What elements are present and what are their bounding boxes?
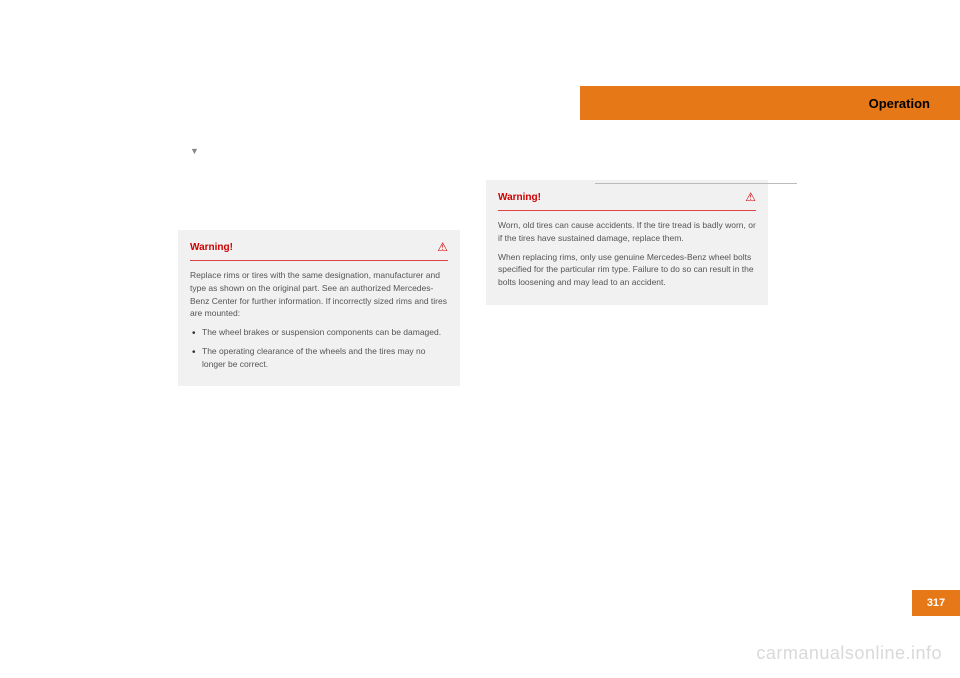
warning-title: Warning! <box>498 192 541 203</box>
warning-icon: ⚠ <box>437 240 448 254</box>
watermark-text: carmanualsonline.info <box>756 643 942 664</box>
warning-bullet: The wheel brakes or suspension component… <box>190 326 448 339</box>
section-title: Operation <box>869 96 930 111</box>
divider-line <box>595 183 797 184</box>
warning-paragraph: When replacing rims, only use genuine Me… <box>498 251 756 289</box>
manual-page: Operation ▼ Warning! ⚠ Replace rims or t… <box>0 0 960 678</box>
warning-bullet-list: The wheel brakes or suspension component… <box>190 326 448 370</box>
page-number-badge: 317 <box>912 590 960 616</box>
section-header: Operation <box>580 86 960 120</box>
down-arrow-icon: ▼ <box>190 146 199 156</box>
warning-body: Worn, old tires can cause accidents. If … <box>498 219 756 289</box>
warning-box-middle: Warning! ⚠ Worn, old tires can cause acc… <box>486 180 768 305</box>
warning-bullet: The operating clearance of the wheels an… <box>190 345 448 371</box>
warning-header: Warning! ⚠ <box>498 190 756 211</box>
warning-box-left: Warning! ⚠ Replace rims or tires with th… <box>178 230 460 386</box>
warning-header: Warning! ⚠ <box>190 240 448 261</box>
warning-paragraph: Worn, old tires can cause accidents. If … <box>498 219 756 245</box>
warning-intro-text: Replace rims or tires with the same desi… <box>190 269 448 320</box>
column-middle: Warning! ⚠ Worn, old tires can cause acc… <box>486 170 768 386</box>
warning-title: Warning! <box>190 242 233 253</box>
warning-icon: ⚠ <box>745 190 756 204</box>
warning-body: Replace rims or tires with the same desi… <box>190 269 448 370</box>
column-left: ▼ Warning! ⚠ Replace rims or tires with … <box>178 148 460 386</box>
page-number: 317 <box>927 597 945 609</box>
